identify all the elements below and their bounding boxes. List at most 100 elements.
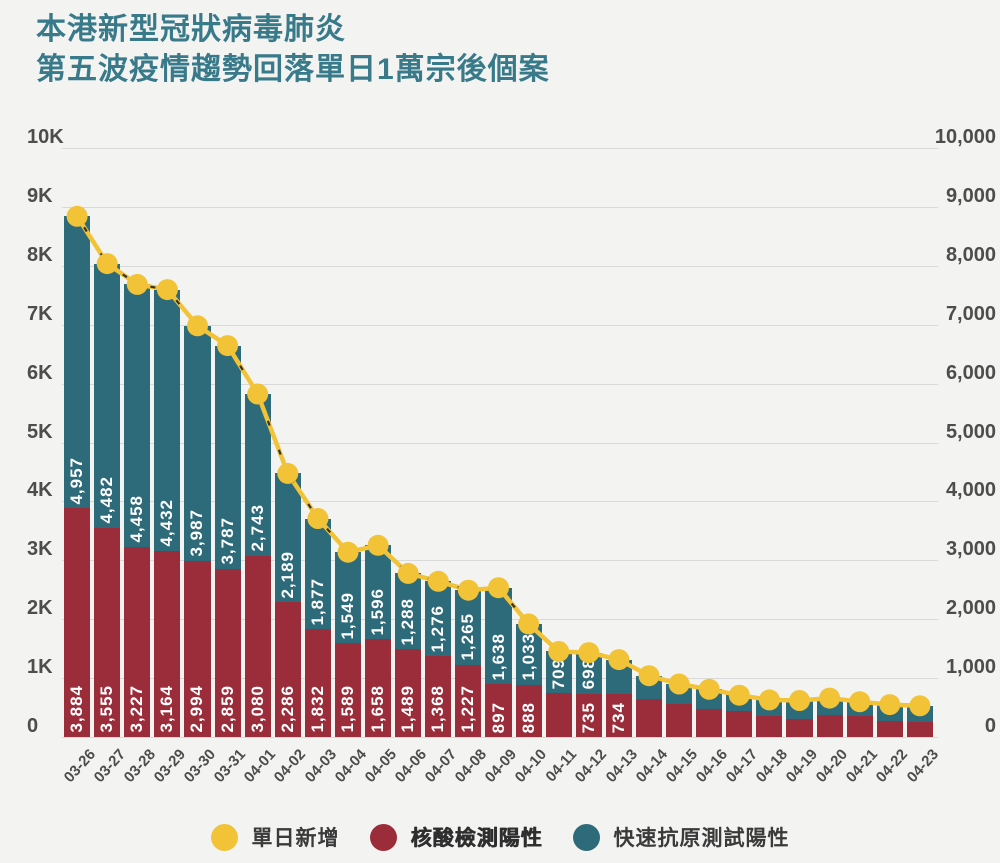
gridline — [62, 560, 938, 562]
daily-total-dot — [427, 570, 449, 592]
line-path — [75, 215, 920, 709]
daily-total-dot — [518, 613, 540, 635]
daily-total-dot — [879, 694, 901, 716]
bar-segment-pcr — [726, 711, 753, 737]
bar-segment-rat — [304, 518, 331, 630]
bar-segment-pcr — [906, 722, 933, 737]
line-dash-overlay — [76, 215, 920, 707]
daily-total-dot — [126, 273, 148, 295]
bar-segment-pcr — [455, 664, 482, 737]
daily-total-dot — [337, 541, 359, 563]
gridline — [62, 442, 938, 444]
chart-title: 本港新型冠狀病毒肺炎 第五波疫情趨勢回落單日1萬宗後個案 — [36, 10, 550, 89]
bar-segment-pcr — [154, 550, 181, 737]
y-axis-tick-left: 9K — [27, 184, 53, 207]
y-axis-tick-right: 0 — [984, 715, 996, 737]
bar-segment-pcr — [64, 508, 91, 737]
daily-total-dot — [548, 641, 570, 662]
daily-total-dot — [156, 279, 178, 301]
y-axis-tick-right: 3,000 — [945, 538, 996, 561]
daily-total-dot — [247, 383, 269, 405]
bar-segment-pcr — [846, 715, 873, 737]
bar-segment-pcr — [696, 708, 723, 737]
bar-segment-rat — [485, 587, 512, 685]
daily-total-dot — [909, 695, 931, 717]
bar-segment-rat — [94, 263, 121, 528]
bar-segment-pcr — [816, 714, 843, 737]
y-axis-tick-right: 5,000 — [945, 420, 996, 443]
bar-segment-pcr — [124, 546, 151, 737]
bar-segment-rat — [154, 289, 181, 551]
bar-segment-pcr — [94, 527, 121, 737]
y-axis-tick-left: 7K — [27, 302, 53, 325]
bar-segment-pcr — [425, 656, 452, 737]
daily-total-dot — [217, 335, 239, 357]
y-axis-tick-right: 4,000 — [945, 479, 996, 502]
bar-segment-rat — [334, 552, 362, 644]
daily-total-dot — [66, 205, 88, 227]
daily-total-dot — [96, 253, 118, 275]
legend-label: 快速抗原測試陽性 — [613, 827, 790, 850]
legend-dot-icon — [572, 823, 600, 851]
chart-title-line1: 本港新型冠狀病毒肺炎 — [36, 13, 346, 46]
legend-dot-icon — [210, 823, 238, 851]
bar-segment-pcr — [244, 555, 271, 737]
legend-label: 核酸檢測陽性 — [410, 827, 543, 850]
y-axis-tick-left: 6K — [27, 361, 53, 384]
legend-label: 單日新增 — [251, 827, 340, 850]
bar-segment-rat — [214, 345, 241, 569]
y-axis-tick-left: 2K — [27, 597, 53, 620]
bar-segment-pcr — [876, 721, 903, 737]
y-axis-tick-left: 1K — [27, 656, 53, 679]
y-axis-tick-right: 8,000 — [945, 243, 996, 266]
y-axis-tick-left: 10K — [27, 126, 64, 148]
y-axis-tick-left: 0 — [27, 715, 39, 737]
bar-segment-pcr — [786, 718, 813, 737]
y-axis-tick-left: 4K — [27, 479, 53, 502]
bar-segment-pcr — [365, 639, 392, 737]
bar-segment-pcr — [395, 649, 422, 737]
y-axis-tick-right: 1,000 — [945, 656, 996, 679]
y-axis-tick-right: 7,000 — [945, 302, 996, 325]
daily-total-dot — [849, 691, 871, 713]
daily-total-dot — [488, 577, 509, 599]
bar-segment-rat — [124, 284, 151, 547]
bar-segment-pcr — [515, 684, 542, 737]
y-axis-tick-right: 6,000 — [945, 361, 996, 384]
daily-total-dot — [698, 678, 720, 700]
legend-dot-icon — [369, 823, 397, 851]
gridline — [62, 148, 938, 149]
daily-total-dot — [758, 689, 780, 711]
legend-item: 單日新增 — [210, 822, 340, 852]
y-axis-tick-left: 3K — [27, 538, 53, 561]
bar-segment-rat — [184, 325, 211, 561]
bar-segment-pcr — [214, 568, 241, 737]
y-axis-tick-right: 2,000 — [945, 597, 996, 620]
bar-segment-pcr — [666, 704, 693, 737]
legend-item: 快速抗原測試陽性 — [572, 822, 790, 852]
daily-total-dot — [578, 642, 600, 664]
bar-segment-pcr — [274, 602, 301, 737]
y-axis-tick-left: 5K — [27, 420, 53, 443]
y-axis-tick-right: 9,000 — [945, 184, 996, 207]
legend: 單日新增 核酸檢測陽性 快速抗原測試陽性 — [0, 822, 1000, 852]
bar-segment-pcr — [575, 693, 602, 737]
daily-total-dot — [728, 684, 750, 706]
y-axis-tick-left: 8K — [27, 243, 53, 266]
gridline — [62, 501, 938, 503]
daily-total-dot — [457, 579, 479, 601]
chart-title-line2: 第五波疫情趨勢回落單日1萬宗後個案 — [36, 52, 550, 86]
gridline — [62, 265, 938, 267]
daily-total-dot — [608, 649, 630, 671]
daily-total-dot — [638, 665, 660, 687]
gridline — [62, 737, 938, 738]
daily-total-dot — [187, 315, 208, 337]
daily-total-dot — [307, 508, 329, 529]
bar-segment-rat — [455, 590, 482, 665]
bar-segment-pcr — [635, 699, 663, 737]
bar-segment-rat — [64, 216, 91, 509]
bar-segment-pcr — [184, 560, 211, 737]
bar-segment-rat — [425, 581, 452, 657]
legend-item: 核酸檢測陽性 — [369, 822, 543, 852]
